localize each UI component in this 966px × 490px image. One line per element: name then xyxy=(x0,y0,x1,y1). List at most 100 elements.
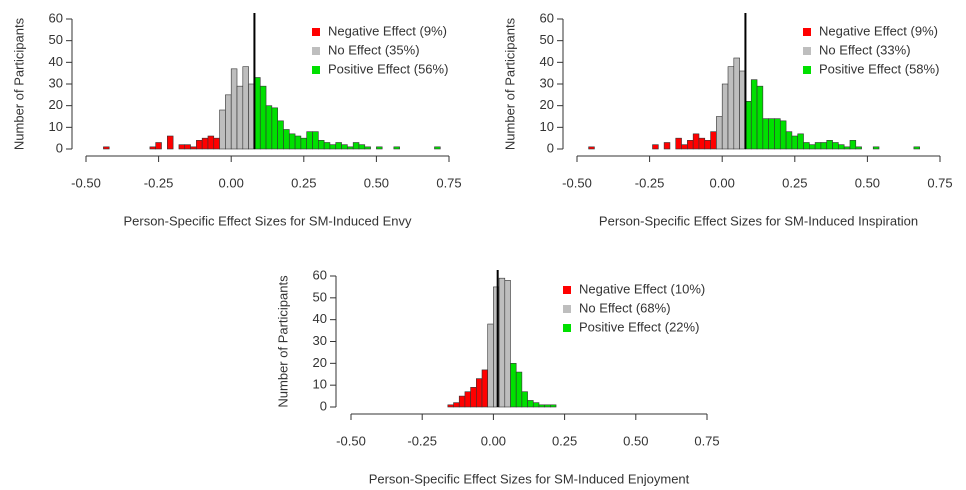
histogram-bar xyxy=(312,131,319,150)
histogram-bar xyxy=(791,135,799,150)
legend-swatch xyxy=(312,47,320,55)
x-tick-label: -0.25 xyxy=(635,175,665,190)
histogram-bar xyxy=(532,402,540,408)
histogram-bar xyxy=(843,146,851,150)
y-tick-label: 50 xyxy=(540,32,554,47)
legend-label: No Effect (33%) xyxy=(819,42,911,57)
histogram-bar xyxy=(855,146,862,150)
histogram-bar xyxy=(487,323,494,408)
y-tick-label: 30 xyxy=(540,75,554,90)
legend-label: No Effect (35%) xyxy=(328,42,420,57)
y-tick-label: 40 xyxy=(313,311,327,326)
y-tick-label: 40 xyxy=(540,54,554,69)
x-tick-label: 0.25 xyxy=(782,175,807,190)
x-tick-label: 0.75 xyxy=(694,433,719,448)
histogram-bar xyxy=(470,387,477,408)
histogram-bar xyxy=(283,129,290,150)
y-tick-label: 10 xyxy=(49,119,63,134)
histogram-bar xyxy=(768,118,775,150)
histogram-bar xyxy=(393,146,400,150)
histogram-bar xyxy=(155,142,162,150)
histogram-bar xyxy=(265,105,273,150)
y-tick-label: 10 xyxy=(540,119,554,134)
histogram-bar xyxy=(544,404,551,408)
y-tick-label: 30 xyxy=(49,75,63,90)
histogram-bar xyxy=(698,137,706,150)
x-tick-label: 0.50 xyxy=(364,175,389,190)
y-tick-label: 0 xyxy=(320,398,327,413)
y-tick-label: 20 xyxy=(49,97,63,112)
histogram-bar xyxy=(341,144,348,150)
x-tick-label: 0.00 xyxy=(481,433,506,448)
legend-label: Positive Effect (58%) xyxy=(819,61,939,76)
legend-swatch xyxy=(563,305,571,313)
histogram-bar xyxy=(259,85,267,150)
histogram-bar xyxy=(300,137,308,150)
histogram-bar xyxy=(201,137,209,150)
histogram-bar xyxy=(458,395,466,408)
histogram-bar xyxy=(271,107,278,150)
x-axis-label: Person-Specific Effect Sizes for SM-Indu… xyxy=(599,213,918,228)
y-tick-label: 50 xyxy=(49,32,63,47)
histogram-bar xyxy=(510,363,517,408)
histogram-bar xyxy=(481,369,489,408)
histogram-bar xyxy=(538,404,545,408)
y-tick-label: 20 xyxy=(540,97,554,112)
x-tick-label: -0.50 xyxy=(562,175,592,190)
histogram-bar xyxy=(527,400,534,408)
histogram-bar xyxy=(213,137,220,150)
histogram-bar xyxy=(277,120,284,150)
y-tick-label: 20 xyxy=(313,355,327,370)
histogram-bar xyxy=(710,131,717,150)
histogram-bar xyxy=(814,142,822,150)
histogram-bar xyxy=(196,140,203,150)
x-tick-label: -0.50 xyxy=(336,433,366,448)
histogram-bar xyxy=(242,66,249,150)
histogram-bar xyxy=(190,146,197,150)
x-tick-label: 0.00 xyxy=(710,175,735,190)
histogram-bar xyxy=(230,68,238,150)
histogram-bar xyxy=(149,146,156,150)
x-tick-label: 0.50 xyxy=(855,175,880,190)
histogram-bar xyxy=(207,135,215,150)
legend-swatch xyxy=(803,66,811,74)
x-tick-label: -0.50 xyxy=(71,175,101,190)
histogram-bar xyxy=(219,109,226,150)
histogram-bar xyxy=(464,391,471,408)
histogram-bar xyxy=(803,142,810,150)
histogram-bar xyxy=(750,79,758,150)
histogram-bar xyxy=(872,146,880,150)
histogram-bar xyxy=(704,140,711,150)
x-tick-label: 0.50 xyxy=(623,433,648,448)
legend-label: Negative Effect (10%) xyxy=(579,281,705,296)
x-tick-label: 0.25 xyxy=(291,175,316,190)
histogram-bar xyxy=(779,120,787,150)
histogram-bar xyxy=(178,144,186,150)
histogram-bar xyxy=(498,277,506,408)
legend-label: Negative Effect (9%) xyxy=(819,23,938,38)
histogram-bar xyxy=(184,144,191,150)
y-tick-label: 0 xyxy=(547,140,554,155)
histogram-bar xyxy=(762,118,769,150)
histogram-bar xyxy=(826,140,833,150)
legend-swatch xyxy=(563,286,571,294)
histogram-bar xyxy=(913,146,920,150)
histogram-bar xyxy=(687,140,694,150)
histogram-bar xyxy=(453,402,460,408)
legend-swatch xyxy=(563,324,571,332)
histogram-bar xyxy=(358,144,366,150)
histogram-panel: -0.50 -0.25 0.00 0.25 0.50 0.75 0 10 20 30 40 50 60 N… xyxy=(502,10,952,228)
histogram-bar xyxy=(515,371,523,408)
histogram-panel: -0.50 -0.25 0.00 0.25 0.50 0.75 0 10 20 30 40 50 60 N… xyxy=(11,10,461,228)
histogram-bar xyxy=(797,133,804,150)
histogram-bar xyxy=(820,142,828,150)
histogram-bar xyxy=(681,144,688,150)
x-tick-label: 0.00 xyxy=(219,175,244,190)
histogram-bar xyxy=(103,146,110,150)
histogram-bar xyxy=(225,94,232,150)
histogram-bar xyxy=(306,131,313,150)
histogram-bar xyxy=(774,118,781,150)
histogram-bar xyxy=(675,137,682,150)
histogram-bar xyxy=(323,142,331,150)
